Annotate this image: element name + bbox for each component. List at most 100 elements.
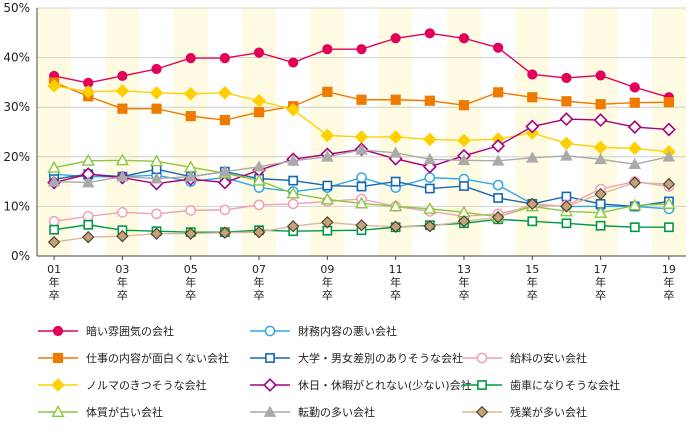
data-point [560, 200, 573, 213]
data-point [252, 93, 266, 108]
data-point [219, 114, 230, 126]
data-point [628, 176, 641, 189]
y-tick-label: 50% [3, 1, 30, 15]
series-9 [47, 143, 676, 188]
legend-marker [477, 380, 487, 390]
data-point [48, 215, 60, 227]
data-point [288, 175, 299, 186]
data-point [629, 82, 640, 93]
legend-item: 体質が古い会社 [38, 405, 163, 419]
data-point [217, 175, 232, 190]
data-point [561, 72, 572, 84]
legend-marker [265, 353, 275, 363]
data-point [117, 103, 128, 114]
legend-marker [263, 378, 277, 392]
data-point [356, 94, 367, 105]
background-band [207, 8, 242, 256]
data-point [81, 85, 96, 99]
data-point [492, 179, 504, 191]
data-point [424, 183, 435, 194]
legend-marker [476, 352, 488, 364]
data-point [252, 173, 266, 186]
data-point [117, 207, 128, 218]
data-point [629, 222, 640, 233]
data-point [253, 199, 265, 211]
legend-label: 大学・男女差別のありそうな会社 [298, 351, 463, 365]
data-point [151, 103, 162, 114]
data-point [286, 102, 300, 117]
data-point [527, 92, 538, 103]
data-point [49, 224, 59, 235]
data-point [149, 86, 164, 100]
data-point [287, 220, 300, 233]
data-point [253, 47, 265, 58]
data-point [149, 154, 164, 167]
legend-label: 給料の安い会社 [510, 351, 587, 365]
data-point [457, 153, 471, 166]
x-tick-label: 11 年卒 [389, 263, 403, 302]
data-point [561, 96, 572, 107]
data-point [595, 70, 606, 81]
data-point [662, 150, 676, 162]
background-band [412, 8, 447, 256]
legend-label: 暗い雰囲気の会社 [86, 324, 174, 338]
data-point [320, 128, 335, 143]
data-point [252, 226, 266, 239]
data-point [219, 204, 231, 216]
data-point [47, 79, 61, 93]
data-point [390, 176, 401, 187]
legend-label: 体質が古い会社 [86, 405, 163, 419]
data-point [320, 192, 334, 205]
y-tick-label: 40% [3, 51, 30, 65]
x-tick-label: 09 年卒 [320, 263, 334, 302]
data-point [560, 149, 573, 161]
data-point [458, 100, 470, 111]
data-point [218, 226, 232, 239]
data-point [493, 193, 504, 203]
data-point [525, 119, 540, 134]
data-point [595, 99, 606, 110]
data-point [82, 210, 94, 222]
data-point [594, 206, 608, 218]
data-point [389, 220, 402, 233]
data-point [389, 199, 403, 212]
x-tick-label: 15 年卒 [525, 263, 539, 302]
data-point [627, 141, 642, 156]
data-point [252, 160, 266, 172]
data-point [527, 216, 538, 227]
data-point [322, 180, 333, 191]
data-point [389, 146, 402, 158]
legend-label: 歯車になりそうな会社 [510, 378, 620, 392]
data-point [526, 197, 539, 211]
x-tick-label: 19 年卒 [662, 263, 676, 302]
data-point [83, 219, 94, 230]
data-point [594, 152, 607, 165]
data-point [423, 220, 436, 233]
data-point [491, 211, 505, 224]
x-tick-label: 05 年卒 [184, 263, 198, 302]
data-point [115, 153, 129, 166]
data-point [150, 172, 163, 184]
data-point [459, 181, 469, 191]
data-point [561, 218, 572, 229]
data-point [458, 33, 470, 44]
data-point [424, 28, 435, 39]
data-point [253, 107, 265, 118]
data-point [457, 133, 471, 148]
data-point [423, 132, 437, 147]
background-band [241, 8, 277, 256]
legend-marker [52, 325, 64, 337]
series-2 [48, 77, 675, 126]
data-point [184, 227, 197, 240]
x-tick-label: 07 年卒 [252, 263, 266, 302]
data-point [115, 84, 130, 98]
legend-item: 大学・男女差別のありそうな会社 [250, 351, 463, 365]
data-point [629, 97, 640, 108]
series-lines [47, 28, 676, 249]
data-point [218, 165, 232, 177]
data-point [594, 187, 607, 201]
legend-marker [264, 325, 276, 337]
series-5 [47, 79, 676, 159]
